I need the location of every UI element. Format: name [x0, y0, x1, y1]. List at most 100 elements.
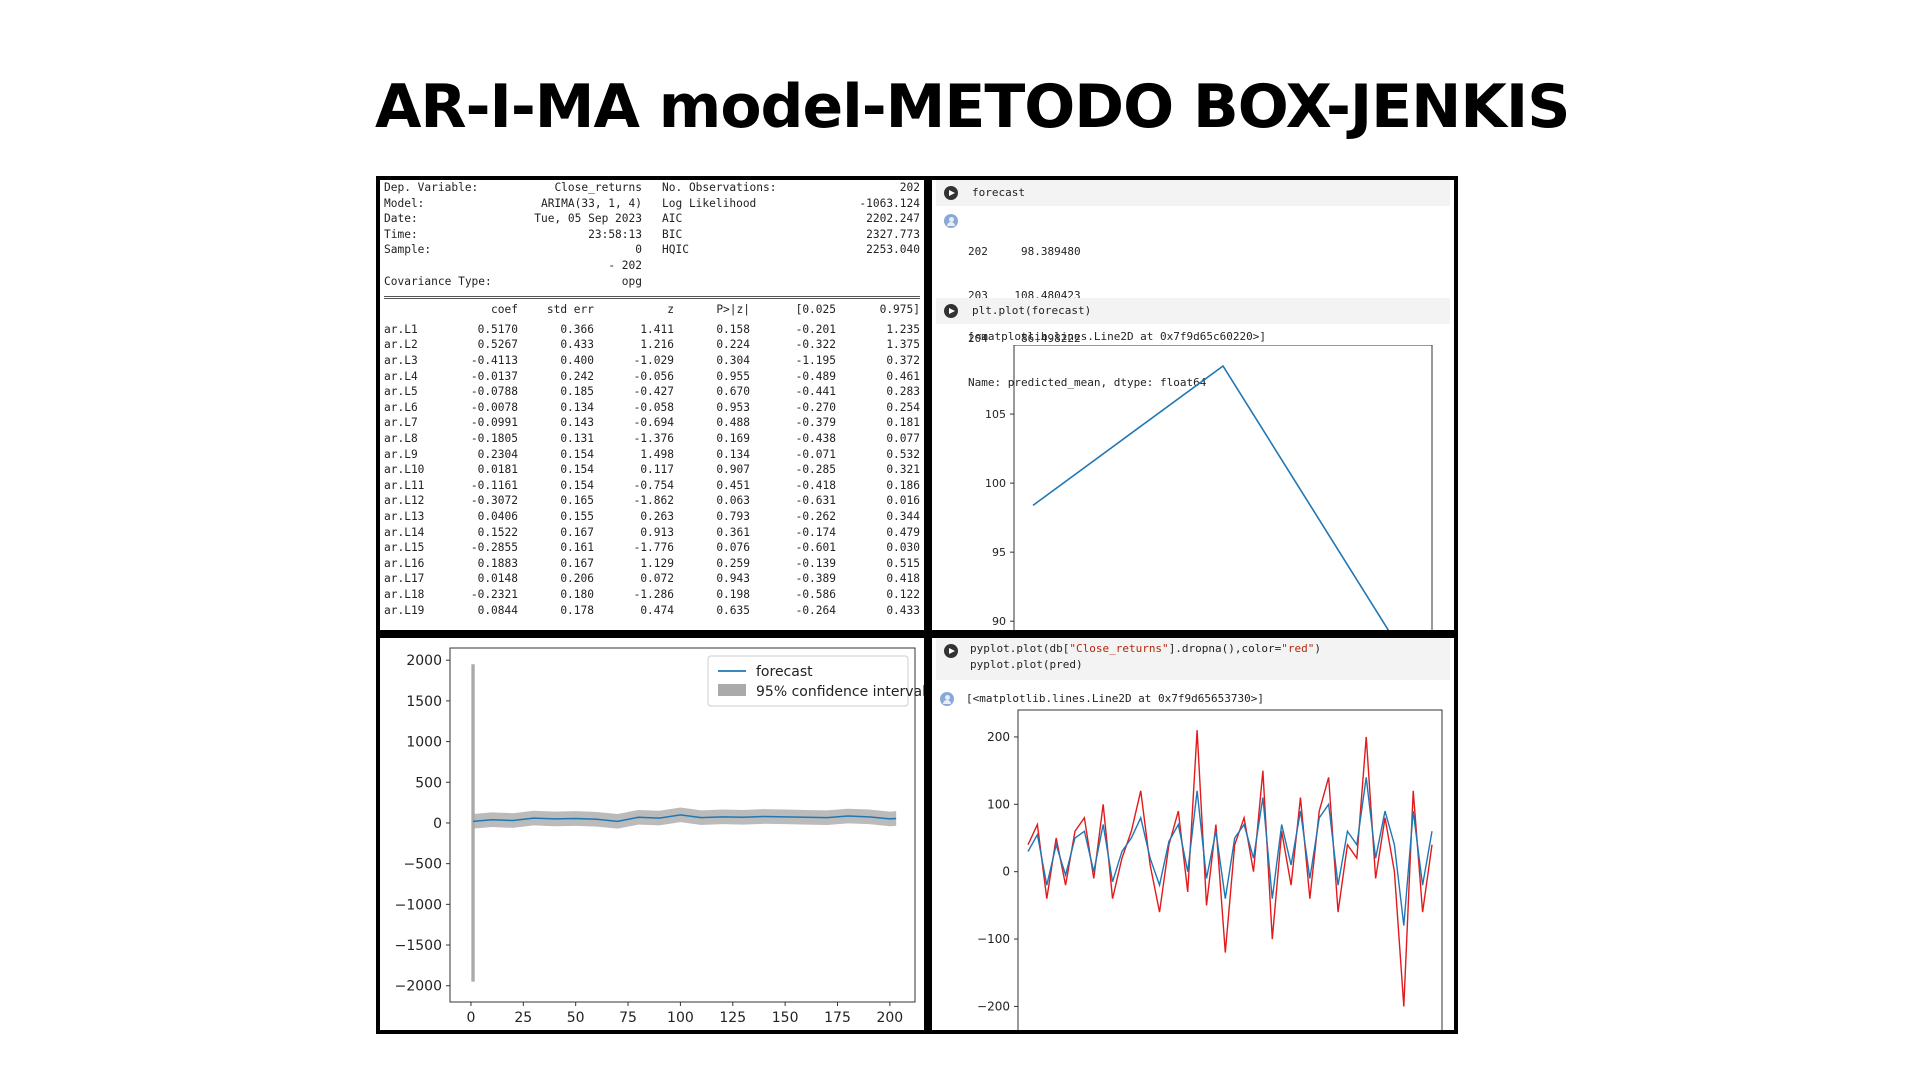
- table-row: ar.L19 0.0844 0.178 0.474 0.635 -0.264 0.433: [384, 604, 920, 620]
- table-row: ar.L17 0.0148 0.206 0.072 0.943 -0.389 0.418: [384, 572, 920, 588]
- table-cell: 0.5267: [477, 338, 518, 352]
- plot-code-cell[interactable]: plt.plot(forecast): [936, 298, 1450, 324]
- returns-prediction-chart: 200 100 0 −100 −200: [977, 709, 1443, 1030]
- forecast-code-cell[interactable]: forecast: [936, 180, 1450, 206]
- table-cell: 0.259: [716, 556, 750, 570]
- table-row: ar.L13 0.0406 0.155 0.263 0.793 -0.262 0.344: [384, 510, 920, 526]
- output-user-icon: [940, 692, 954, 706]
- row-label: ar.L5: [384, 385, 418, 399]
- table-cell: 0.169: [716, 432, 750, 445]
- column-header: coef: [491, 303, 518, 317]
- legend-swatch-band: [718, 684, 746, 696]
- table-row: ar.L8 -0.1805 0.131 -1.376 0.169 -0.438 0.077: [384, 432, 920, 448]
- summary-value: Tue, 05 Sep 2023: [534, 212, 642, 226]
- table-row: ar.L16 0.1883 0.167 1.129 0.259 -0.139 0.515: [384, 557, 920, 573]
- table-cell: 0.479: [886, 525, 920, 539]
- forecast-line-chart: 90 95 100 105: [985, 345, 1433, 630]
- forecast-line: [472, 814, 897, 823]
- table-cell: -0.270: [795, 400, 836, 414]
- table-cell: 0.167: [560, 556, 594, 570]
- table-cell: -0.694: [633, 416, 674, 430]
- table-cell: 0.913: [640, 525, 674, 539]
- row-label: ar.L10: [384, 463, 425, 477]
- x-tick-label: 150: [772, 1010, 799, 1026]
- table-cell: -0.631: [795, 494, 836, 508]
- table-cell: 0.304: [716, 354, 750, 367]
- table-row: ar.L10 0.0181 0.154 0.117 0.907 -0.285 0.321: [384, 463, 920, 479]
- row-label: ar.L13: [384, 510, 425, 523]
- table-cell: 0.418: [886, 572, 920, 586]
- x-tick-label: 75: [619, 1010, 637, 1026]
- plot-frame: [1013, 345, 1433, 630]
- run-cell-icon[interactable]: [944, 304, 958, 318]
- y-tick-label: 2000: [406, 653, 442, 669]
- table-cell: 0.016: [886, 494, 920, 508]
- table-divider: [384, 296, 920, 300]
- table-row: ar.L4 -0.0137 0.242 -0.056 0.955 -0.489 0.461: [384, 370, 920, 386]
- table-header-row: coef std err z P>|z| [0.025 0.975]: [384, 303, 920, 319]
- table-cell: -0.601: [795, 541, 836, 555]
- summary-header-row: - 202: [384, 259, 920, 275]
- table-cell: 0.2304: [477, 447, 518, 461]
- cell-code: plt.plot(forecast): [972, 304, 1092, 317]
- confidence-interval-chart: 2000 1500 1000 500 0 −500 −1000 −1500 −2000 0 25 50…: [395, 647, 924, 1026]
- table-cell: -1.376: [633, 432, 674, 445]
- table-cell: 0.224: [716, 338, 750, 352]
- row-label: ar.L18: [384, 588, 425, 601]
- summary-key: Covariance Type:: [384, 274, 492, 288]
- table-cell: 0.117: [640, 463, 674, 477]
- forecast-line: [1032, 364, 1390, 630]
- summary-key: Date:: [384, 212, 418, 226]
- table-cell: -0.389: [795, 572, 836, 586]
- table-row: ar.L12 -0.3072 0.165 -1.862 0.063 -0.631 0.016: [384, 494, 920, 510]
- table-cell: -0.071: [795, 447, 836, 461]
- legend-box: [707, 655, 909, 707]
- column-header: std err: [546, 303, 594, 317]
- summary-value: Close_returns: [554, 181, 642, 194]
- table-cell: 0.515: [886, 556, 920, 570]
- row-label: ar.L9: [384, 447, 418, 461]
- blue-series-line: [1027, 777, 1433, 926]
- table-cell: 0.372: [886, 354, 920, 367]
- plot-output-text: [<matplotlib.lines.Line2D at 0x7f9d65c60…: [968, 330, 1267, 343]
- y-tick-label: 1500: [406, 694, 442, 710]
- table-cell: 1.216: [640, 338, 674, 352]
- summary-header-row: Sample: 0 HQIC 2253.040: [384, 243, 920, 259]
- run-cell-icon[interactable]: [944, 644, 958, 658]
- table-cell: -0.285: [795, 463, 836, 477]
- table-row: ar.L1 0.5170 0.366 1.411 0.158 -0.201 1.235: [384, 323, 920, 339]
- row-label: ar.L19: [384, 603, 425, 617]
- run-cell-icon[interactable]: [944, 186, 958, 200]
- table-cell: 0.143: [560, 416, 594, 430]
- table-cell: 0.0181: [477, 463, 518, 477]
- table-cell: 0.366: [560, 322, 594, 336]
- pred-code-cell[interactable]: pyplot.plot(db["Close_returns"].dropna()…: [936, 638, 1450, 680]
- table-cell: 0.461: [886, 369, 920, 383]
- table-row: ar.L3 -0.4113 0.400 -1.029 0.304 -1.195 0.372: [384, 354, 920, 370]
- output-user-icon: [944, 214, 958, 228]
- table-cell: 0.1883: [477, 556, 518, 570]
- summary-value: ARIMA(33, 1, 4): [540, 196, 642, 210]
- table-cell: 0.283: [886, 385, 920, 399]
- table-cell: -0.754: [633, 478, 674, 492]
- confidence-spike: [471, 664, 475, 982]
- y-tick-label: −200: [977, 999, 1010, 1013]
- x-tick-label: 100: [667, 1010, 694, 1026]
- table-cell: -1.195: [795, 354, 836, 367]
- table-cell: -0.2855: [470, 541, 518, 555]
- column-header: 0.975]: [879, 303, 920, 317]
- row-label: ar.L4: [384, 369, 418, 383]
- table-cell: -0.0991: [470, 416, 518, 430]
- prediction-notebook-panel: pyplot.plot(db["Close_returns"].dropna()…: [928, 634, 1458, 1034]
- table-cell: -1.862: [633, 494, 674, 508]
- table-cell: 0.072: [640, 572, 674, 586]
- table-cell: 0.953: [716, 400, 750, 414]
- table-cell: -1.776: [633, 541, 674, 555]
- cell-code-line: pyplot.plot(db["Close_returns"].dropna()…: [970, 642, 1322, 655]
- table-cell: 1.411: [640, 322, 674, 336]
- confidence-band: [473, 807, 897, 829]
- y-tick-label: 500: [415, 775, 442, 791]
- table-cell: 0.154: [560, 463, 594, 477]
- table-cell: -1.029: [633, 354, 674, 367]
- table-cell: 0.167: [560, 525, 594, 539]
